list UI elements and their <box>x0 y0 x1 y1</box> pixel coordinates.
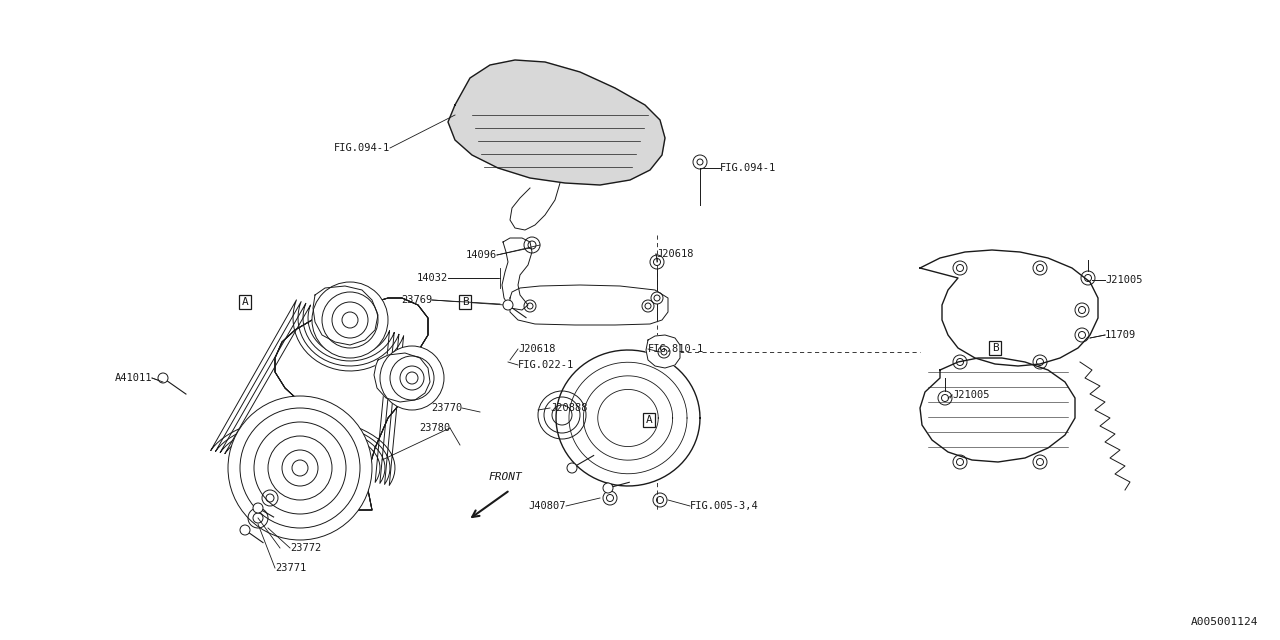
Text: B: B <box>992 343 998 353</box>
Polygon shape <box>314 286 378 345</box>
Text: 11709: 11709 <box>1105 330 1137 340</box>
Text: 23770: 23770 <box>431 403 462 413</box>
Text: J20888: J20888 <box>550 403 588 413</box>
Text: 14096: 14096 <box>466 250 497 260</box>
Text: 14032: 14032 <box>417 273 448 283</box>
Text: A: A <box>242 297 248 307</box>
Text: FIG.094-1: FIG.094-1 <box>721 163 776 173</box>
Text: J20618: J20618 <box>657 249 694 259</box>
Text: J21005: J21005 <box>952 390 989 400</box>
Circle shape <box>603 483 613 493</box>
Polygon shape <box>646 335 680 368</box>
Polygon shape <box>556 350 700 486</box>
Text: B: B <box>462 297 468 307</box>
Polygon shape <box>374 353 430 402</box>
Text: 23769: 23769 <box>401 295 433 305</box>
Circle shape <box>157 373 168 383</box>
Text: J21005: J21005 <box>1105 275 1143 285</box>
Polygon shape <box>502 238 532 310</box>
Text: 23771: 23771 <box>275 563 306 573</box>
Text: FIG.022-1: FIG.022-1 <box>518 360 575 370</box>
Text: 23780: 23780 <box>419 423 451 433</box>
Text: FIG.810-1: FIG.810-1 <box>648 344 704 354</box>
Circle shape <box>503 300 513 310</box>
Text: A41011: A41011 <box>114 373 152 383</box>
Circle shape <box>312 282 388 358</box>
Polygon shape <box>509 285 668 325</box>
Polygon shape <box>920 358 1075 462</box>
Circle shape <box>567 463 577 473</box>
Circle shape <box>228 396 372 540</box>
Circle shape <box>253 503 262 513</box>
Polygon shape <box>448 60 666 185</box>
Text: A: A <box>645 415 653 425</box>
Text: FIG.005-3,4: FIG.005-3,4 <box>690 501 759 511</box>
Circle shape <box>380 346 444 410</box>
Text: J40807: J40807 <box>529 501 566 511</box>
Text: A005001124: A005001124 <box>1190 617 1258 627</box>
Text: FIG.094-1: FIG.094-1 <box>334 143 390 153</box>
Text: FRONT: FRONT <box>488 472 522 482</box>
Text: 23772: 23772 <box>291 543 321 553</box>
Text: J20618: J20618 <box>518 344 556 354</box>
Polygon shape <box>920 250 1098 366</box>
Circle shape <box>241 525 250 535</box>
